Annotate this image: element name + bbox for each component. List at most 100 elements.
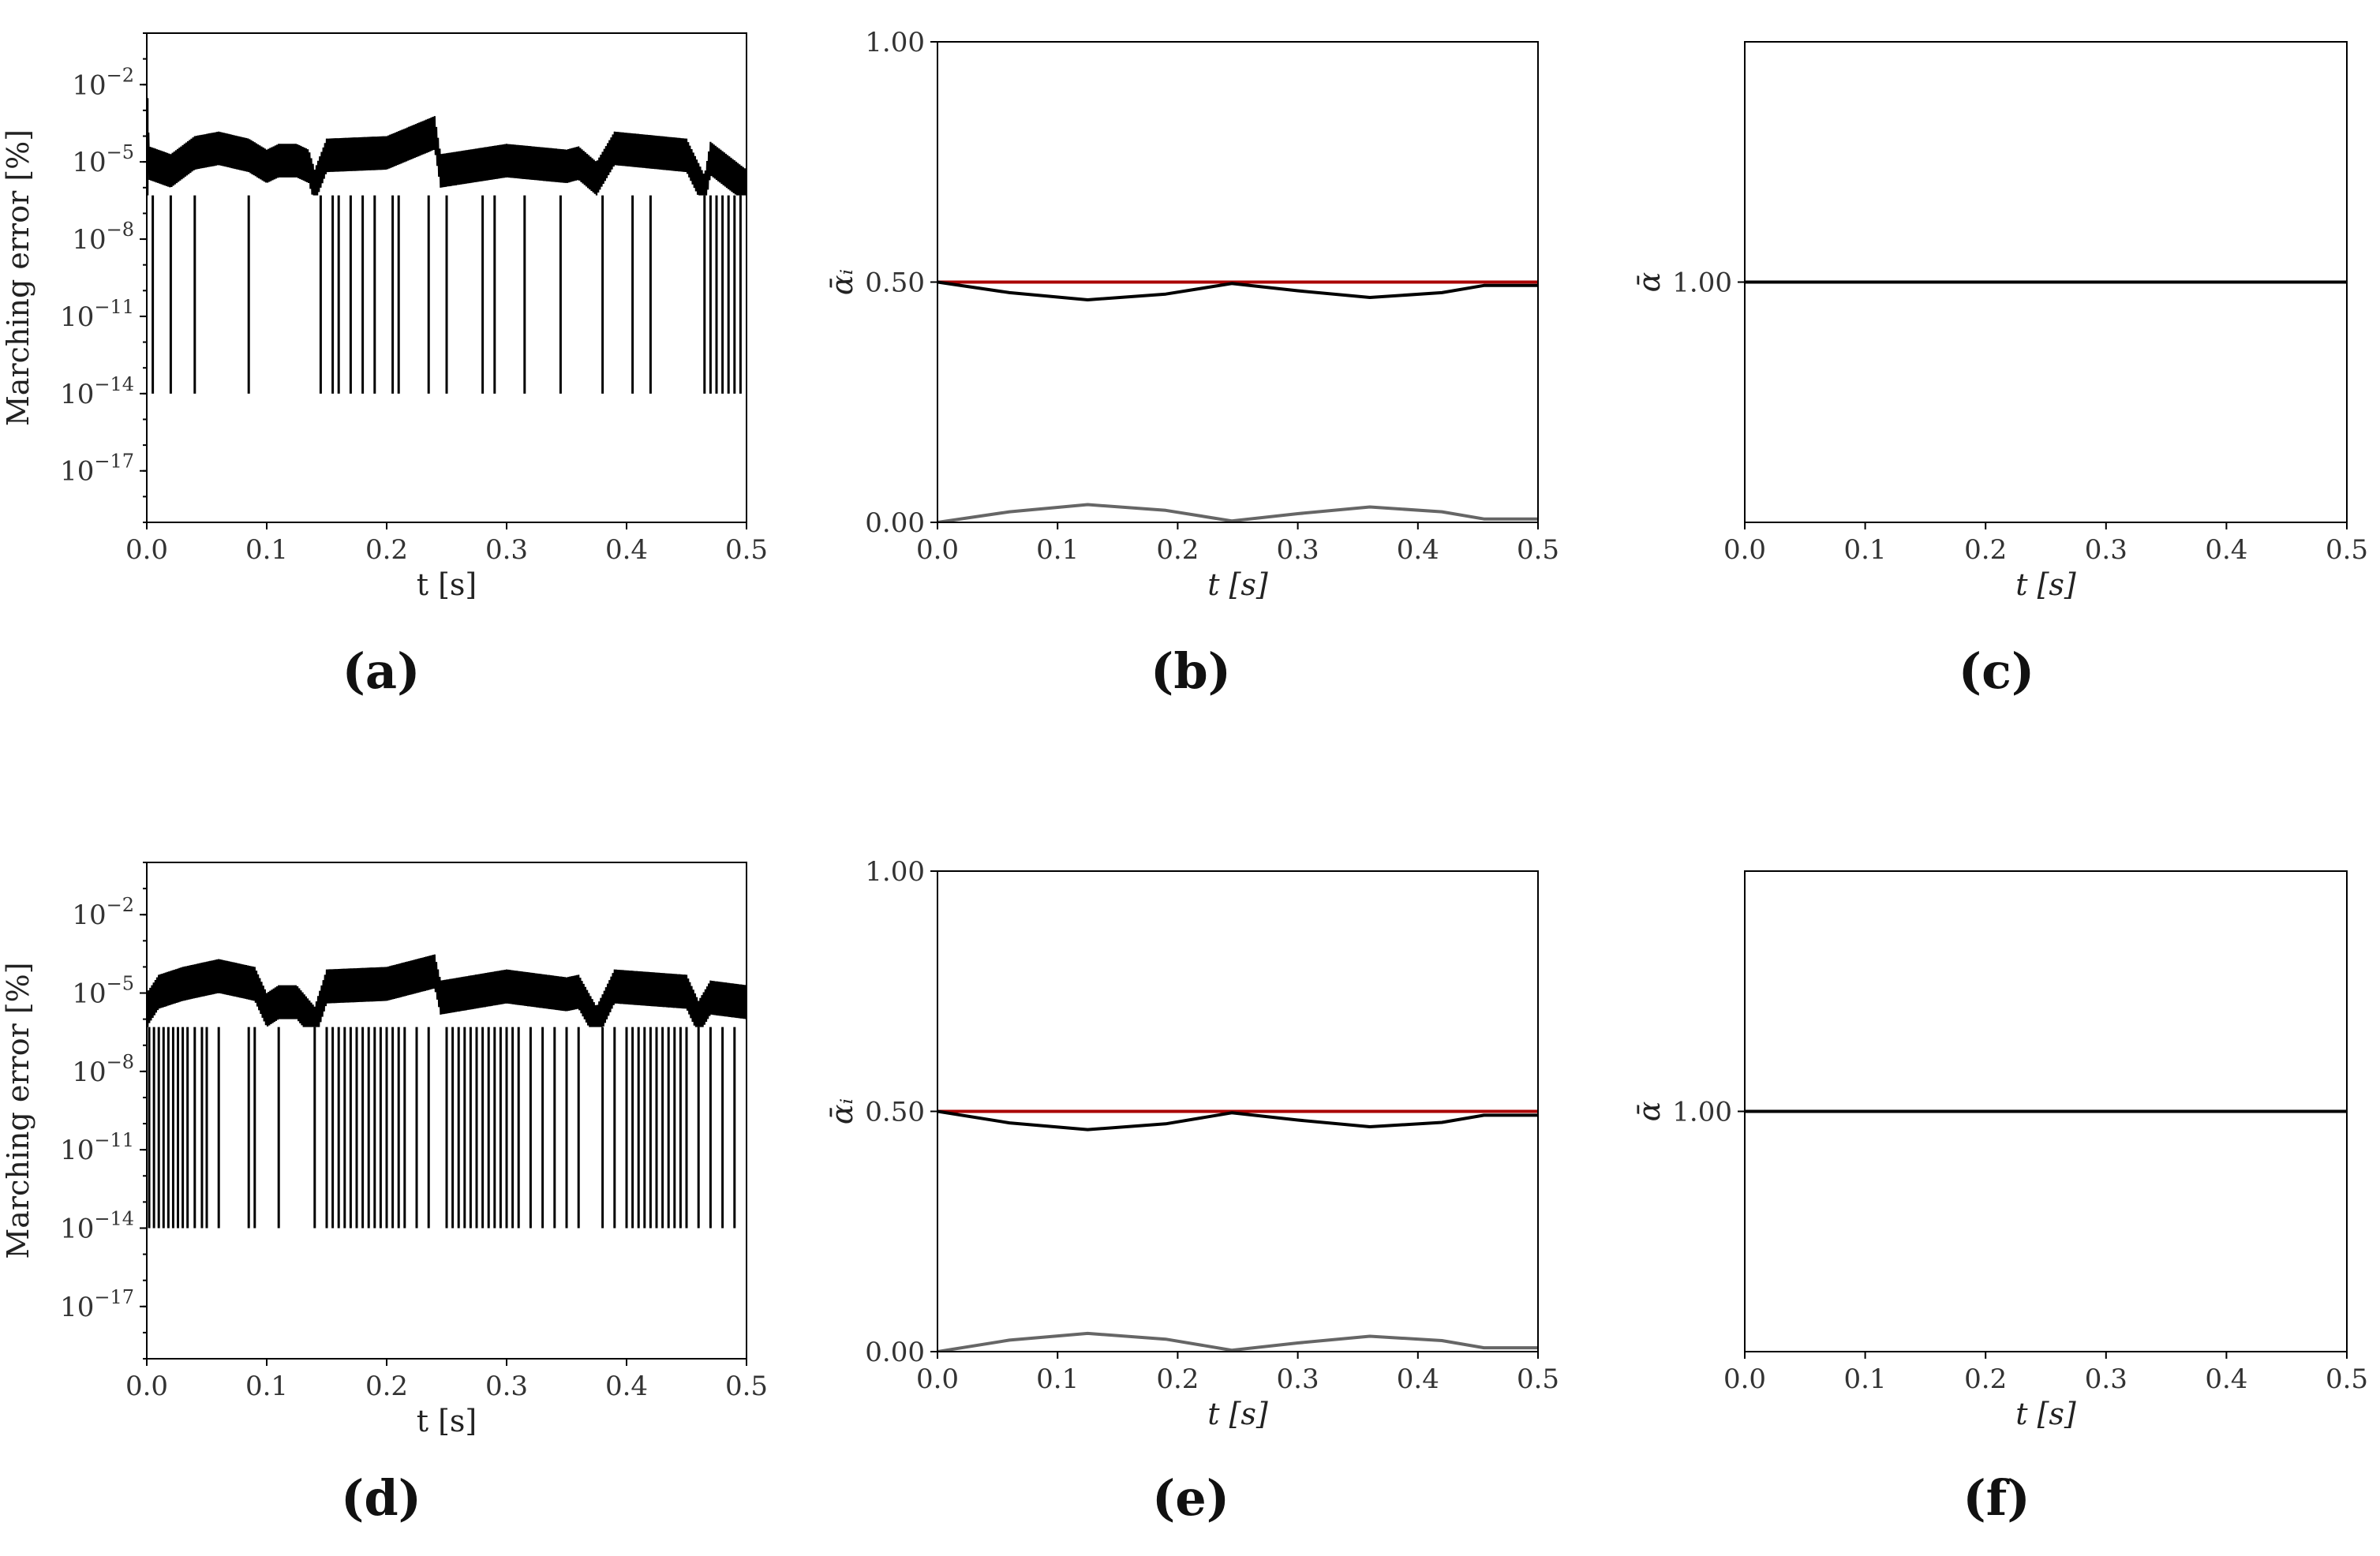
y-tick-label: 10−14 xyxy=(60,1207,134,1244)
x-tick-label: 0.3 xyxy=(485,534,528,566)
panel-label: (e) xyxy=(1152,1469,1229,1527)
plot-area xyxy=(147,954,747,1229)
x-tick-label: 0.1 xyxy=(1036,1363,1079,1395)
y-tick-label: 10−2 xyxy=(72,64,134,101)
series-line-1 xyxy=(937,280,1538,301)
y-tick-base: 10 xyxy=(60,301,94,333)
y-tick-label: 10−8 xyxy=(72,1051,134,1088)
y-tick-label: 10−17 xyxy=(60,1286,134,1323)
y-tick-label: 10−5 xyxy=(72,141,134,178)
panel-label: (c) xyxy=(1959,642,2034,700)
y-tick-label: 10−5 xyxy=(72,973,134,1010)
y-axis-label: ᾱᵢ xyxy=(825,269,859,295)
y-tick-base: 10 xyxy=(72,147,106,178)
x-axis-label: t [s] xyxy=(417,1404,477,1438)
error-series xyxy=(147,98,747,196)
chart-panel: 0.0 0.1 0.2 0.3 0.4 0.5 0.00 0.50 1.00 t [s] ᾱᵢ xyxy=(825,856,1559,1431)
x-tick-label: 0.5 xyxy=(2326,1363,2368,1395)
series-line-1 xyxy=(937,1109,1538,1131)
x-tick-label: 0.1 xyxy=(245,534,288,566)
y-tick-label: 10−14 xyxy=(60,373,134,410)
y-tick-label: 10−11 xyxy=(60,1129,134,1166)
y-tick-exponent: −5 xyxy=(107,973,134,995)
x-tick-label: 0.2 xyxy=(365,1371,408,1402)
y-tick-exponent: −14 xyxy=(94,373,134,395)
y-tick-base: 10 xyxy=(60,1292,94,1323)
panel-label: (f) xyxy=(1963,1469,2030,1527)
y-tick-base: 10 xyxy=(60,456,94,488)
chart-panel: 0.0 0.1 0.2 0.3 0.4 0.510−210−510−810−1110−14… xyxy=(1,32,768,602)
plot-area xyxy=(937,1109,1538,1352)
y-tick-label: 1.00 xyxy=(865,856,925,888)
x-tick-label: 0.3 xyxy=(485,1371,528,1402)
x-tick-label: 0.0 xyxy=(125,534,168,566)
x-tick-label: 0.0 xyxy=(916,1363,959,1395)
x-tick-label: 0.3 xyxy=(2085,1363,2127,1395)
y-tick-exponent: −8 xyxy=(107,219,134,241)
x-tick-label: 0.3 xyxy=(2085,534,2127,566)
y-tick-label: 1.00 xyxy=(1672,267,1732,299)
y-tick-label: 10−17 xyxy=(60,451,134,488)
plot-area xyxy=(147,98,747,394)
x-axis-label: t [s] xyxy=(2015,1397,2076,1431)
x-tick-label: 0.0 xyxy=(1723,1363,1766,1395)
x-tick-label: 0.2 xyxy=(1964,534,2007,566)
x-axis-label: t [s] xyxy=(417,567,477,602)
y-tick-exponent: −14 xyxy=(94,1207,134,1229)
x-tick-label: 0.1 xyxy=(1844,534,1887,566)
y-tick-label: 0.50 xyxy=(865,267,925,299)
x-axis-label: t [s] xyxy=(2015,567,2076,602)
y-tick-base: 10 xyxy=(72,1057,106,1088)
x-tick-label: 0.1 xyxy=(1844,1363,1887,1395)
y-tick-label: 10−11 xyxy=(60,296,134,333)
chart-panel: 0.0 0.1 0.2 0.3 0.4 0.5 1.00 t [s] ᾱ xyxy=(1632,41,2368,602)
y-tick-base: 10 xyxy=(72,900,106,931)
y-tick-exponent: −17 xyxy=(94,1286,134,1308)
y-tick-base: 10 xyxy=(72,978,106,1010)
y-tick-base: 10 xyxy=(60,1213,94,1244)
y-tick-label: 1.00 xyxy=(865,27,925,58)
y-tick-base: 10 xyxy=(72,224,106,256)
x-tick-label: 0.0 xyxy=(1723,534,1766,566)
y-tick-base: 10 xyxy=(72,69,106,101)
x-axis-label: t [s] xyxy=(1207,567,1268,602)
x-tick-label: 0.2 xyxy=(1156,534,1199,566)
chart-panel: 0.0 0.1 0.2 0.3 0.4 0.5 1.00 t [s] ᾱ xyxy=(1632,870,2368,1431)
x-tick-label: 0.2 xyxy=(365,534,408,566)
y-tick-label: 0.00 xyxy=(865,507,925,539)
x-tick-label: 0.1 xyxy=(245,1371,288,1402)
x-tick-label: 0.5 xyxy=(725,1371,768,1402)
y-tick-exponent: −17 xyxy=(94,451,134,473)
axes-frame xyxy=(146,32,747,523)
chart-panel: 0.0 0.1 0.2 0.3 0.4 0.510−210−510−810−1110−14… xyxy=(1,862,768,1438)
y-tick-exponent: −2 xyxy=(107,894,134,916)
panel-label: (a) xyxy=(342,642,421,700)
panel-label: (b) xyxy=(1151,642,1231,700)
y-tick-exponent: −5 xyxy=(107,141,134,163)
series-line-2 xyxy=(937,1331,1538,1352)
y-axis-label: Marching error [%] xyxy=(1,962,36,1259)
x-tick-label: 0.4 xyxy=(1397,1363,1439,1395)
x-tick-label: 0.3 xyxy=(1277,1363,1319,1395)
x-tick-label: 0.4 xyxy=(1397,534,1439,566)
y-axis-label: Marching error [%] xyxy=(1,129,36,426)
y-tick-exponent: −11 xyxy=(94,1129,134,1151)
y-tick-label: 10−2 xyxy=(72,894,134,931)
y-tick-base: 10 xyxy=(60,1135,94,1166)
x-tick-label: 0.1 xyxy=(1036,534,1079,566)
axes-frame xyxy=(146,862,747,1360)
x-tick-label: 0.4 xyxy=(2205,1363,2247,1395)
y-axis-label: ᾱ xyxy=(1632,1102,1667,1122)
y-tick-label: 10−8 xyxy=(72,219,134,256)
plot-area xyxy=(937,280,1538,522)
x-tick-label: 0.5 xyxy=(1517,534,1559,566)
y-tick-base: 10 xyxy=(60,379,94,410)
x-tick-label: 0.5 xyxy=(1517,1363,1559,1395)
panel-label: (d) xyxy=(341,1469,421,1527)
y-tick-label: 0.00 xyxy=(865,1337,925,1368)
error-series xyxy=(147,954,747,1027)
x-tick-label: 0.5 xyxy=(2326,534,2368,566)
y-tick-exponent: −11 xyxy=(94,296,134,318)
y-tick-exponent: −2 xyxy=(107,64,134,86)
